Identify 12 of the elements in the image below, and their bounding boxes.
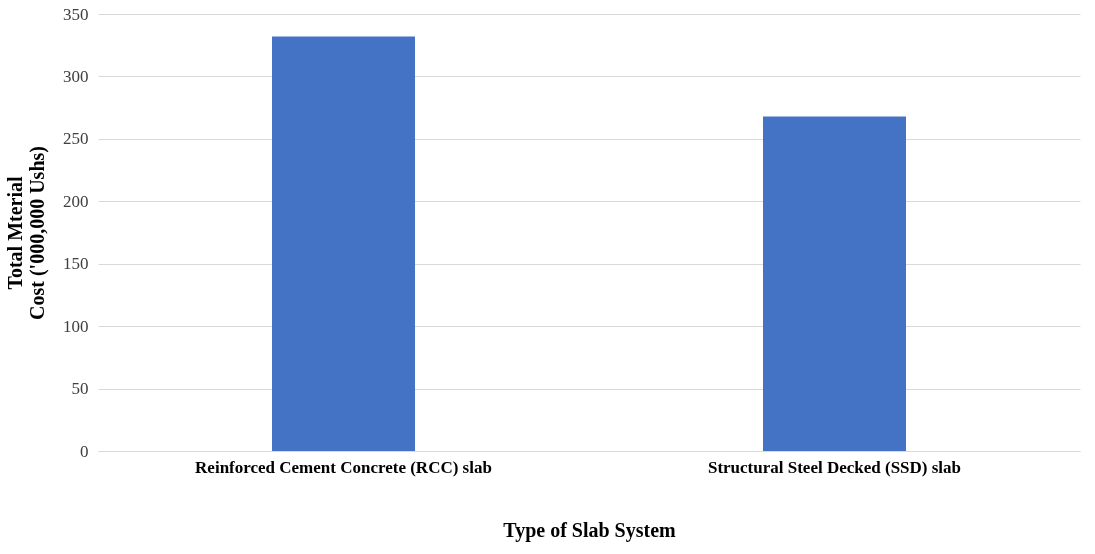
y-axis-title: Total Mterial Cost ('000,000 Ushs): [4, 146, 49, 320]
y-tick-label: 50: [71, 379, 89, 399]
x-tick-label: Reinforced Cement Concrete (RCC) slab: [195, 457, 492, 477]
x-tick-label: Structural Steel Decked (SSD) slab: [707, 457, 962, 477]
y-tick-label: 250: [63, 129, 89, 149]
y-tick-label: 300: [63, 66, 89, 86]
y-tick-label: 0: [80, 441, 89, 461]
y-tick-label: 100: [63, 316, 89, 336]
y-tick-label: 350: [63, 4, 89, 24]
x-axis-title: Type of Slab System: [503, 518, 677, 542]
y-tick-label: 200: [63, 191, 89, 211]
y-tick-label: 150: [63, 254, 89, 274]
